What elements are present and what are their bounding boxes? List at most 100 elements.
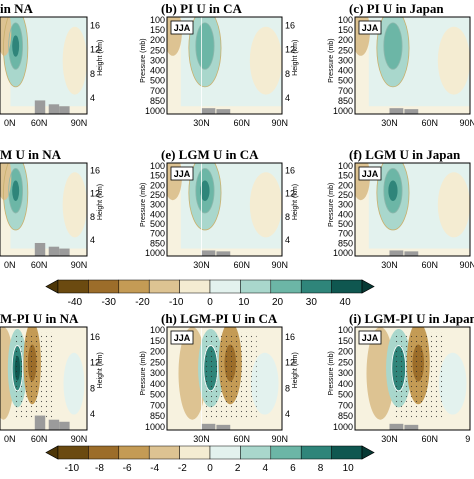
- contour-line: [376, 163, 410, 231]
- pressure-tick: 1000: [333, 422, 353, 432]
- pressure-tick: 100: [150, 325, 165, 335]
- pressure-axis-label: Pressure (mb): [140, 183, 147, 227]
- pressure-tick: 150: [338, 25, 353, 35]
- season-box: [358, 20, 382, 35]
- pressure-tick: 700: [150, 86, 165, 96]
- pressure-axis-label: Pressure (mb): [328, 38, 335, 82]
- lat-tick: 60N: [233, 434, 250, 444]
- panel-frame: [354, 326, 471, 431]
- pressure-tick: 200: [338, 180, 353, 190]
- colorbar-tick: -6: [123, 463, 132, 474]
- pressure-tick: 100: [150, 15, 165, 25]
- pressure-tick: 150: [338, 171, 353, 181]
- lat-tick: 90N: [271, 434, 288, 444]
- colorbar-segment: [88, 445, 120, 460]
- panel-frame: [0, 162, 88, 257]
- height-tick: 4: [285, 93, 290, 103]
- pressure-tick: 850: [150, 238, 165, 248]
- contour-line: [203, 345, 219, 392]
- panel-frame: [166, 162, 283, 257]
- panel-frame: [166, 16, 283, 115]
- height-tick: 12: [90, 189, 100, 199]
- terrain-mask: [59, 248, 70, 256]
- lat-tick: 60N: [233, 118, 250, 128]
- contour-line: [391, 345, 407, 392]
- contour-line: [195, 22, 215, 70]
- pressure-axis-label: Pressure (mb): [328, 183, 335, 227]
- season-box: [170, 20, 194, 35]
- height-tick: 4: [90, 409, 95, 419]
- contour-line: [3, 17, 29, 88]
- positive-anomaly: [438, 352, 467, 415]
- colorbar-tick: 2: [235, 463, 241, 474]
- height-tick: 4: [285, 409, 290, 419]
- colorbar-segment: [148, 445, 180, 460]
- height-axis-label: Height (km): [97, 352, 104, 388]
- season-label: JJA: [174, 333, 191, 343]
- pressure-tick: 850: [150, 411, 165, 421]
- negative-anomaly: [366, 327, 395, 420]
- panel-f: (f) LGM U in Japan JJA 1001502002503004005…: [328, 147, 474, 270]
- pressure-tick: 250: [150, 45, 165, 55]
- pressure-tick: 400: [338, 66, 353, 76]
- season-label: JJA: [362, 23, 379, 33]
- pressure-tick: 400: [150, 66, 165, 76]
- pressure-tick: 250: [150, 190, 165, 200]
- colorbar-tick: -2: [178, 463, 187, 474]
- terrain-mask: [201, 423, 216, 430]
- height-axis-label: Height (km): [292, 352, 299, 388]
- pressure-tick: 300: [338, 200, 353, 210]
- lat-tick: 90N: [71, 260, 88, 270]
- lat-tick: 60N: [421, 434, 438, 444]
- terrain-mask: [389, 108, 404, 114]
- panel-b: (b) PI U in CA JJA 10015020025030040050070…: [140, 1, 299, 128]
- pressure-tick: 250: [338, 357, 353, 367]
- colorbar-tick: -40: [68, 297, 83, 308]
- lat-tick: 30N: [381, 434, 398, 444]
- lat-tick: 60N: [31, 434, 48, 444]
- season-label: JJA: [362, 333, 379, 343]
- pressure-tick: 850: [338, 238, 353, 248]
- height-tick: 8: [285, 212, 290, 222]
- colorbar-arrow-left: [45, 445, 59, 460]
- panel-frame: [0, 326, 88, 431]
- pressure-tick: 150: [338, 336, 353, 346]
- season-box: [170, 330, 194, 345]
- pressure-tick: 1000: [333, 248, 353, 258]
- height-tick: 12: [90, 358, 100, 368]
- terrain-mask: [59, 106, 70, 114]
- height-tick: 4: [90, 93, 95, 103]
- significance-stipple: [392, 332, 445, 420]
- lat-tick: 30N: [193, 118, 210, 128]
- height-axis-label: Height (km): [97, 40, 104, 76]
- panel-frame: [166, 326, 283, 431]
- pressure-tick: 850: [338, 411, 353, 421]
- pressure-tick: 100: [338, 325, 353, 335]
- contour-line: [188, 163, 222, 231]
- colorbar-segment: [300, 445, 332, 460]
- pressure-axis-label: Pressure (mb): [328, 351, 335, 395]
- panel-c: (c) PI U in Japan JJA 10015020025030040050…: [328, 1, 474, 128]
- pressure-tick: 150: [150, 171, 165, 181]
- panel-title-b: (b) PI U in CA: [161, 1, 243, 16]
- lat-tick: 60N: [421, 118, 438, 128]
- colorbar-segment: [118, 445, 150, 460]
- pressure-tick: 400: [150, 209, 165, 219]
- easterly-zone: [249, 172, 282, 238]
- pressure-tick: 500: [338, 390, 353, 400]
- terrain-mask: [404, 251, 419, 256]
- height-tick: 4: [90, 235, 95, 245]
- pressure-tick: 150: [150, 336, 165, 346]
- colorbar-tick: -30: [101, 297, 116, 308]
- jet-core: [12, 35, 20, 57]
- pressure-tick: 700: [150, 400, 165, 410]
- colorbar-arrow-right: [361, 445, 375, 460]
- panel-i: (i) LGM-PI U in Japan JJA 1001502002503004…: [328, 311, 474, 444]
- jet-core: [388, 180, 398, 201]
- lat-tick: 30N: [381, 118, 398, 128]
- easterly-zone: [437, 172, 470, 238]
- pressure-tick: 500: [338, 76, 353, 86]
- colorbar-tick: -4: [150, 463, 159, 474]
- season-box: [170, 166, 194, 181]
- pressure-tick: 500: [150, 219, 165, 229]
